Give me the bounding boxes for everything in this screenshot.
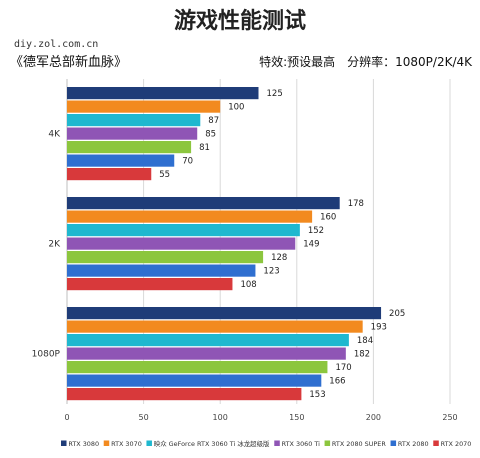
x-tick-label: 250 bbox=[442, 413, 457, 422]
data-label: 153 bbox=[309, 390, 325, 400]
data-label: 193 bbox=[371, 323, 387, 333]
data-label: 55 bbox=[159, 170, 170, 180]
bar bbox=[67, 87, 259, 100]
bar bbox=[67, 224, 300, 237]
data-label: 87 bbox=[208, 116, 219, 126]
bar bbox=[67, 278, 233, 291]
x-tick-label: 150 bbox=[289, 413, 304, 422]
bar bbox=[67, 251, 264, 264]
data-label: 170 bbox=[335, 363, 351, 373]
bar bbox=[67, 154, 175, 167]
x-tick-label: 100 bbox=[213, 413, 228, 422]
watermark: diy.zol.com.cn bbox=[14, 39, 98, 50]
data-label: 123 bbox=[263, 267, 279, 277]
bar bbox=[67, 197, 340, 210]
bar bbox=[67, 100, 221, 113]
bar bbox=[67, 168, 152, 181]
x-tick-label: 0 bbox=[64, 413, 69, 422]
legend-label: RTX 2070 bbox=[441, 440, 472, 448]
data-label: 81 bbox=[199, 143, 210, 153]
legend-swatch bbox=[146, 440, 152, 446]
legend-swatch bbox=[103, 440, 110, 446]
bar bbox=[67, 237, 296, 250]
legend-label: RTX 2080 bbox=[398, 440, 429, 448]
legend: RTX 3080 RTX 3070 映众 GeForce RTX 3060 Ti 冰… bbox=[61, 439, 471, 448]
bar bbox=[67, 127, 198, 140]
settings-note: 特效:预设最高 分辨率：1080P/2K/4K bbox=[259, 54, 473, 69]
legend-swatch bbox=[390, 440, 397, 446]
category-label: 1080P bbox=[32, 349, 61, 359]
x-tick-label: 50 bbox=[139, 413, 149, 422]
data-label: 100 bbox=[228, 103, 244, 113]
bar bbox=[67, 347, 346, 360]
bars: 125 100 87 85 81 70 55 178 160 152 149 128 123 108 205… bbox=[67, 87, 405, 401]
bar bbox=[67, 307, 382, 320]
data-label: 166 bbox=[329, 377, 345, 387]
data-label: 128 bbox=[271, 253, 287, 263]
legend-label: RTX 2080 SUPER bbox=[332, 440, 386, 448]
data-label: 152 bbox=[308, 226, 324, 236]
legend-label: 映众 GeForce RTX 3060 Ti 冰龙超级版 bbox=[154, 439, 270, 448]
data-label: 184 bbox=[357, 336, 373, 346]
x-tick-label: 200 bbox=[366, 413, 381, 422]
data-label: 85 bbox=[205, 130, 216, 140]
legend-label: RTX 3080 bbox=[68, 440, 99, 448]
game-name: 《德军总部新血脉》 bbox=[10, 54, 127, 70]
category-label: 2K bbox=[48, 239, 61, 249]
data-label: 160 bbox=[320, 213, 336, 223]
data-label: 149 bbox=[303, 240, 319, 250]
legend-swatch bbox=[61, 440, 67, 446]
data-label: 125 bbox=[267, 89, 283, 99]
bar bbox=[67, 388, 302, 401]
category-label: 4K bbox=[48, 129, 61, 139]
data-label: 205 bbox=[389, 309, 405, 319]
legend-label: RTX 3060 Ti bbox=[282, 440, 320, 448]
bar bbox=[67, 141, 192, 154]
data-label: 178 bbox=[348, 199, 364, 209]
bar bbox=[67, 334, 349, 347]
legend-swatch bbox=[324, 440, 331, 446]
bar bbox=[67, 210, 313, 223]
legend-swatch bbox=[433, 440, 439, 446]
data-label: 182 bbox=[354, 350, 370, 360]
data-label: 70 bbox=[182, 157, 193, 167]
legend-label: RTX 3070 bbox=[111, 440, 142, 448]
bar bbox=[67, 374, 322, 387]
legend-swatch bbox=[274, 440, 280, 446]
chart-title: 游戏性能测试 bbox=[174, 8, 306, 34]
bar bbox=[67, 264, 256, 277]
bar bbox=[67, 114, 201, 127]
data-label: 108 bbox=[240, 280, 256, 290]
bar bbox=[67, 361, 328, 374]
bar bbox=[67, 320, 363, 333]
